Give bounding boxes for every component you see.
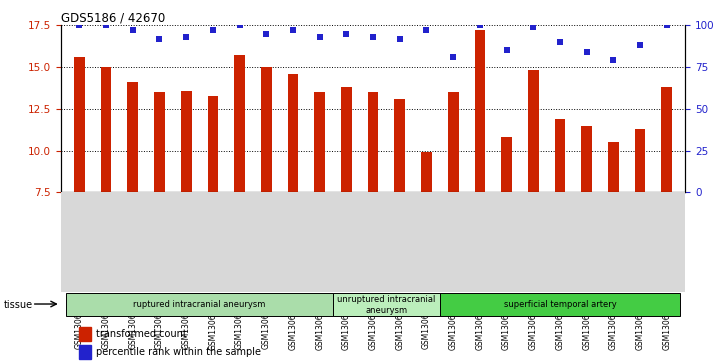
Text: GDS5186 / 42670: GDS5186 / 42670 — [61, 11, 165, 24]
Point — [448, 54, 459, 60]
Point — [554, 39, 565, 45]
Bar — [635, 129, 645, 192]
Point — [181, 34, 192, 40]
Bar — [154, 92, 165, 192]
Text: tissue: tissue — [4, 300, 33, 310]
Point — [528, 24, 539, 30]
Point — [261, 31, 272, 37]
Bar — [501, 137, 512, 192]
Point — [501, 48, 512, 53]
Point — [581, 49, 593, 55]
Point — [634, 42, 645, 48]
Point — [127, 28, 139, 33]
Point — [74, 23, 85, 28]
Point — [367, 34, 378, 40]
Point — [101, 23, 112, 28]
Bar — [581, 126, 592, 192]
Bar — [394, 99, 405, 192]
Point — [421, 28, 432, 33]
Bar — [79, 345, 91, 359]
Bar — [661, 87, 672, 192]
Bar — [101, 67, 111, 192]
Bar — [421, 152, 432, 192]
Text: ruptured intracranial aneurysm: ruptured intracranial aneurysm — [134, 301, 266, 309]
Bar — [74, 57, 85, 192]
Point — [154, 36, 165, 42]
Bar — [261, 67, 271, 192]
Bar — [314, 92, 325, 192]
FancyBboxPatch shape — [440, 293, 680, 316]
Bar — [528, 70, 538, 192]
Point — [207, 28, 218, 33]
FancyBboxPatch shape — [66, 293, 333, 316]
Point — [394, 36, 406, 42]
Bar — [475, 30, 486, 192]
Bar — [208, 95, 218, 192]
Text: unruptured intracranial
aneurysm: unruptured intracranial aneurysm — [337, 295, 436, 315]
Point — [474, 23, 486, 28]
Point — [234, 23, 246, 28]
Text: transformed count: transformed count — [96, 329, 187, 339]
Bar — [234, 56, 245, 192]
Bar — [368, 92, 378, 192]
Point — [661, 23, 673, 28]
Point — [341, 31, 352, 37]
Point — [314, 34, 326, 40]
Text: superficial temporal artery: superficial temporal artery — [503, 301, 616, 309]
Bar — [448, 92, 458, 192]
Point — [287, 28, 298, 33]
Point — [608, 58, 619, 64]
FancyBboxPatch shape — [333, 293, 440, 316]
Bar — [181, 90, 191, 192]
Text: percentile rank within the sample: percentile rank within the sample — [96, 347, 261, 357]
Bar — [288, 74, 298, 192]
Bar — [608, 142, 619, 192]
Bar — [79, 327, 91, 341]
Bar — [341, 87, 352, 192]
Bar — [127, 82, 138, 192]
Bar — [555, 119, 565, 192]
